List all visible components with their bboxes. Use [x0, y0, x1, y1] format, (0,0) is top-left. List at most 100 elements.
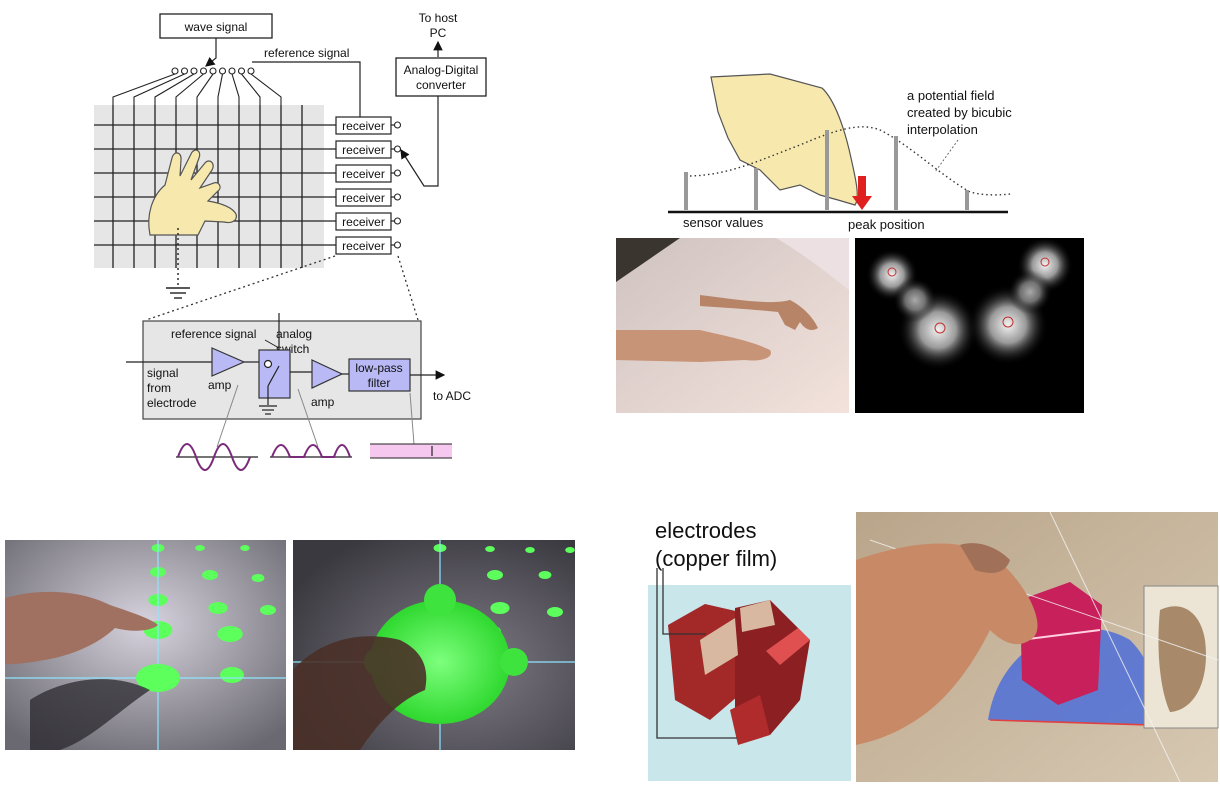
- dark-corner: [616, 238, 680, 282]
- to-adc-label: to ADC: [433, 389, 471, 403]
- circuit-reference-signal: reference signal: [171, 327, 256, 341]
- green-marker: [240, 545, 250, 551]
- receiver-label: receiver: [342, 239, 385, 253]
- contact-circle: [190, 67, 198, 75]
- wave-leader-3: [409, 392, 415, 445]
- receiver-label: receiver: [342, 119, 385, 133]
- fanout-wire: [133, 73, 185, 105]
- lpf-label-2: filter: [368, 376, 391, 390]
- cube-block: [1020, 582, 1102, 705]
- contact-circle: [199, 67, 208, 75]
- blob-link-1: [893, 278, 937, 322]
- white-line-2: [1049, 511, 1181, 783]
- signal-from-label-1: signal: [147, 366, 178, 380]
- peak-position-label: peak position: [848, 217, 925, 232]
- reference-signal-label: reference signal: [264, 46, 349, 60]
- amp-2-label: amp: [311, 395, 335, 409]
- column-fanout-wires: [112, 73, 282, 105]
- peak-marker-4: [1040, 257, 1050, 267]
- copper-electrode-1: [700, 618, 738, 675]
- pointing-hand-1: [5, 591, 158, 665]
- dc-level-band: [370, 444, 452, 458]
- reference-leader: [264, 339, 280, 349]
- picture-figure: [1158, 606, 1206, 712]
- field-label-1: a potential field: [907, 88, 994, 103]
- signal-from-label-3: electrode: [147, 396, 197, 410]
- receiver-label: receiver: [342, 191, 385, 205]
- green-marker: [195, 545, 205, 551]
- receiver-output-terminal: [393, 121, 402, 129]
- adc-box: [395, 57, 487, 97]
- fanout-wire: [154, 73, 195, 105]
- receiver-column: receiver receiver receiver receiver receiver…: [335, 116, 402, 255]
- amp-2-triangle: [311, 359, 344, 389]
- green-marker: [487, 570, 503, 580]
- adc-label-1: Analog-Digital: [404, 63, 479, 77]
- cube-on-table-photo: [856, 511, 1219, 783]
- glow-lobe-right: [500, 648, 528, 676]
- fanout-wire: [196, 73, 214, 105]
- wave-signal-wire: [205, 38, 217, 67]
- peak-marker-1: [887, 267, 897, 277]
- wave-signal-box: [159, 13, 273, 39]
- cube-stripe: [1019, 629, 1101, 641]
- green-marker: [525, 547, 535, 553]
- green-marker: [485, 546, 495, 552]
- electrode-leader-2: [662, 568, 706, 635]
- switch-contact: [263, 359, 273, 369]
- contact-circle: [228, 67, 236, 75]
- red-projection-line: [989, 719, 1151, 726]
- fanout-wire: [217, 73, 224, 105]
- cube-highlight: [766, 628, 810, 665]
- electrode-contacts: [171, 67, 255, 75]
- zoom-line-right: [397, 255, 419, 321]
- peak-marker-3: [1002, 316, 1014, 328]
- hand-outline: [148, 149, 237, 236]
- receiver-label: receiver: [342, 167, 385, 181]
- contact-circle: [180, 67, 189, 75]
- green-markers-1: [143, 544, 276, 683]
- green-marker: [208, 602, 228, 614]
- amp-1-triangle: [211, 347, 246, 377]
- to-host-label-2: PC: [430, 26, 447, 40]
- contact-circle: [218, 67, 227, 75]
- grid-touch-photo-2: [293, 540, 575, 750]
- receiver-output-terminal: [393, 241, 402, 249]
- sensor-blob-image: [855, 237, 1084, 413]
- reference-signal-wire: [252, 61, 361, 118]
- cube-photo: electrodes (copper film): [648, 518, 851, 781]
- green-marker: [220, 667, 244, 683]
- fanout-wire: [231, 73, 240, 105]
- lpf-label-1: low-pass: [355, 361, 402, 375]
- glow-lobe-top: [424, 584, 456, 616]
- peak-marker-2: [934, 322, 946, 334]
- receiver-output-terminal: [393, 145, 402, 153]
- interpolation-diagram: a potential field created by bicubic int…: [668, 73, 1012, 232]
- receiver-label: receiver: [342, 143, 385, 157]
- green-marker: [490, 602, 510, 614]
- contact-circle: [209, 67, 217, 75]
- grid-touch-photo-1: [5, 540, 286, 750]
- sensor-values-label: sensor values: [683, 215, 764, 230]
- to-host-label-1: To host: [419, 11, 458, 25]
- sensor-value-bars: [684, 130, 969, 210]
- fanout-wire: [112, 73, 176, 105]
- field-leader: [934, 139, 959, 173]
- green-marker: [202, 570, 218, 580]
- wave-leader-1: [216, 384, 239, 448]
- hand-silhouette: [710, 73, 858, 206]
- mux-arrow: [400, 96, 439, 187]
- hands-on-table-photo: [616, 238, 849, 413]
- receiver-output-terminal: [393, 217, 402, 225]
- green-marker: [565, 547, 575, 553]
- touch-glow-1: [136, 664, 180, 692]
- receiver-output-terminal: [393, 193, 402, 201]
- electrodes-label-2: (copper film): [655, 546, 777, 571]
- rectified-wave: [271, 444, 351, 458]
- green-marker: [251, 574, 265, 582]
- ground-symbol: [166, 287, 190, 299]
- peak-arrow: [852, 176, 872, 210]
- hand-holding-cube: [856, 543, 1038, 745]
- contact-circle: [247, 67, 255, 75]
